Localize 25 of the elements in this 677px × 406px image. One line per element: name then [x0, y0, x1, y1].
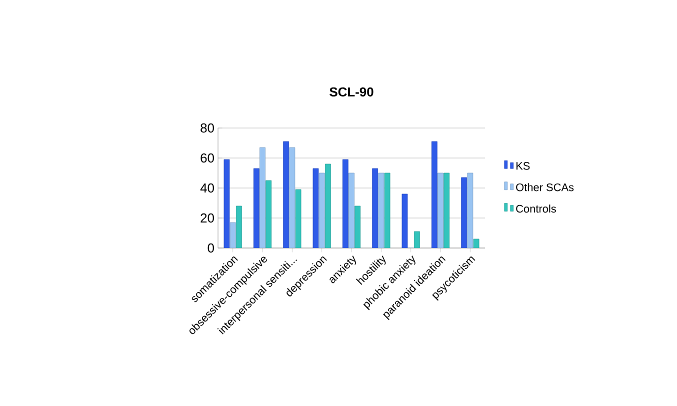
- bar: [289, 147, 296, 248]
- bar: [260, 147, 266, 248]
- y-tick-label: 60: [200, 153, 214, 163]
- legend-label: Other SCAs: [516, 183, 574, 192]
- bar: [461, 177, 468, 248]
- y-tick-label: 0: [208, 243, 214, 253]
- bar: [467, 172, 474, 248]
- bar: [444, 172, 450, 248]
- bar: [342, 159, 348, 248]
- bar: [283, 141, 290, 248]
- y-tick-label: 80: [200, 123, 214, 133]
- bar: [318, 172, 325, 248]
- bar: [253, 168, 260, 248]
- bar: [348, 172, 354, 248]
- bar: [431, 141, 438, 248]
- chart-title: SCL-90: [330, 87, 374, 96]
- y-tick-label: 40: [200, 183, 214, 193]
- bar: [438, 172, 444, 248]
- bar: [378, 172, 384, 248]
- legend-label: KS: [516, 162, 530, 170]
- legend-label: Controls: [516, 204, 556, 213]
- bar: [266, 180, 272, 248]
- y-tick-label: 20: [200, 213, 214, 223]
- bar: [324, 164, 331, 248]
- bar: [372, 168, 378, 248]
